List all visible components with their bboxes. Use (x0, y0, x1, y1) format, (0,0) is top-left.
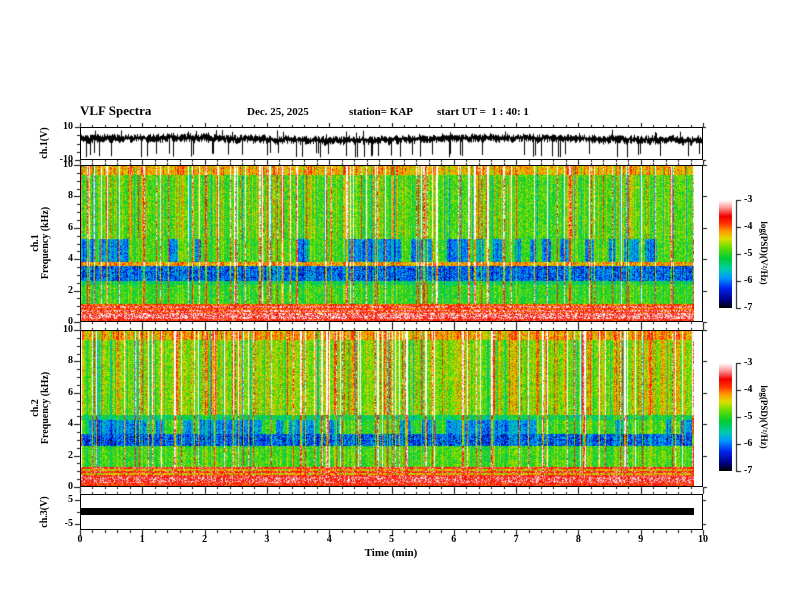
x-axis-tick-label: 8 (575, 534, 581, 545)
ch1-waveform-panel (80, 127, 703, 160)
ch1-axis-label-line2: Frequency (kHz) (40, 206, 51, 280)
ch3-voltage-tick-label: -5 (64, 518, 73, 529)
x-axis-tick-label: 3 (264, 534, 270, 545)
ch2-frequency-axis-label: ch.2 Frequency (kHz) (30, 353, 53, 463)
colorbar-ch1 (719, 200, 732, 308)
ch2-frequency-tick-label: 4 (68, 418, 73, 430)
colorbar-ch1-tick-label: -6 (744, 275, 753, 286)
ch1-spectrogram-panel (80, 165, 703, 322)
ch2-frequency-tick-label: 8 (68, 355, 73, 367)
x-axis-tick-label: 6 (451, 534, 457, 545)
colorbar-ch2 (719, 363, 732, 471)
colorbar-ch2-tick-label: -7 (744, 465, 753, 476)
ch1-voltage-axis-label: ch.1(V) (39, 127, 50, 159)
ch1-frequency-tick-label: 2 (68, 284, 73, 296)
x-axis-tick-label: 1 (139, 534, 145, 545)
x-axis-tick-label: 9 (638, 534, 644, 545)
ch2-frequency-tick-label: 10 (63, 324, 73, 335)
x-axis-tick-label: 10 (698, 534, 708, 545)
ch3-signal-bar (81, 508, 694, 515)
x-axis-tick-label: 5 (389, 534, 394, 545)
date-label: Dec. 25, 2025 (247, 106, 309, 118)
ch1-frequency-tick-label: 8 (68, 190, 73, 202)
colorbar-ch2-tick-label: -3 (744, 357, 753, 368)
ch3-panel (80, 494, 703, 530)
ch1-frequency-tick-label: 0 (68, 316, 73, 327)
figure-title: VLF Spectra (80, 103, 152, 118)
colorbar-ch1-tick-label: -5 (744, 248, 753, 259)
ch3-voltage-tick-label: 5 (68, 494, 73, 505)
time-axis-label: Time (min) (364, 547, 418, 559)
ch1-frequency-tick-label: 4 (68, 253, 73, 265)
ch1-waveform-plot (81, 128, 702, 159)
ch2-frequency-tick-label: 0 (68, 481, 73, 492)
ch1-spectrogram-image (81, 166, 694, 321)
x-axis-tick-label: 7 (513, 534, 519, 545)
colorbar-ch2-label: log(PSD)(V²/Hz) (759, 385, 769, 449)
colorbar-ch1-label: log(PSD)(V²/Hz) (759, 221, 769, 285)
colorbar-ch1-tick-label: -4 (744, 221, 753, 232)
ch2-frequency-tick-label: 6 (68, 386, 73, 398)
colorbar-ch1-tick-label: -3 (744, 194, 753, 205)
station-label: station= KAP (349, 106, 414, 118)
ch1-frequency-tick-label: 10 (63, 159, 73, 170)
ch2-axis-label-line2: Frequency (kHz) (40, 371, 51, 445)
x-axis-tick-label: 4 (326, 534, 332, 545)
x-axis-tick-label: 2 (202, 534, 208, 545)
ch1-frequency-tick-label: 6 (68, 221, 73, 233)
ch1-frequency-axis-label: ch.1 Frequency (kHz) (30, 188, 53, 298)
colorbar-ch2-tick-label: -5 (744, 411, 753, 422)
colorbar-ch2-tick-label: -6 (744, 438, 753, 449)
ch2-spectrogram-image (81, 331, 694, 486)
ch1-voltage-tick-label: 10 (63, 121, 73, 132)
start-ut-label: start UT = 1 : 40: 1 (437, 106, 529, 118)
x-axis-tick-label: 0 (77, 534, 83, 545)
ch2-spectrogram-panel (80, 330, 703, 487)
colorbar-ch1-tick-label: -7 (744, 302, 753, 313)
ch2-frequency-tick-label: 2 (68, 449, 73, 461)
colorbar-ch2-tick-label: -4 (744, 384, 753, 395)
ch1-voltage-tick-label: -10 (59, 154, 73, 165)
